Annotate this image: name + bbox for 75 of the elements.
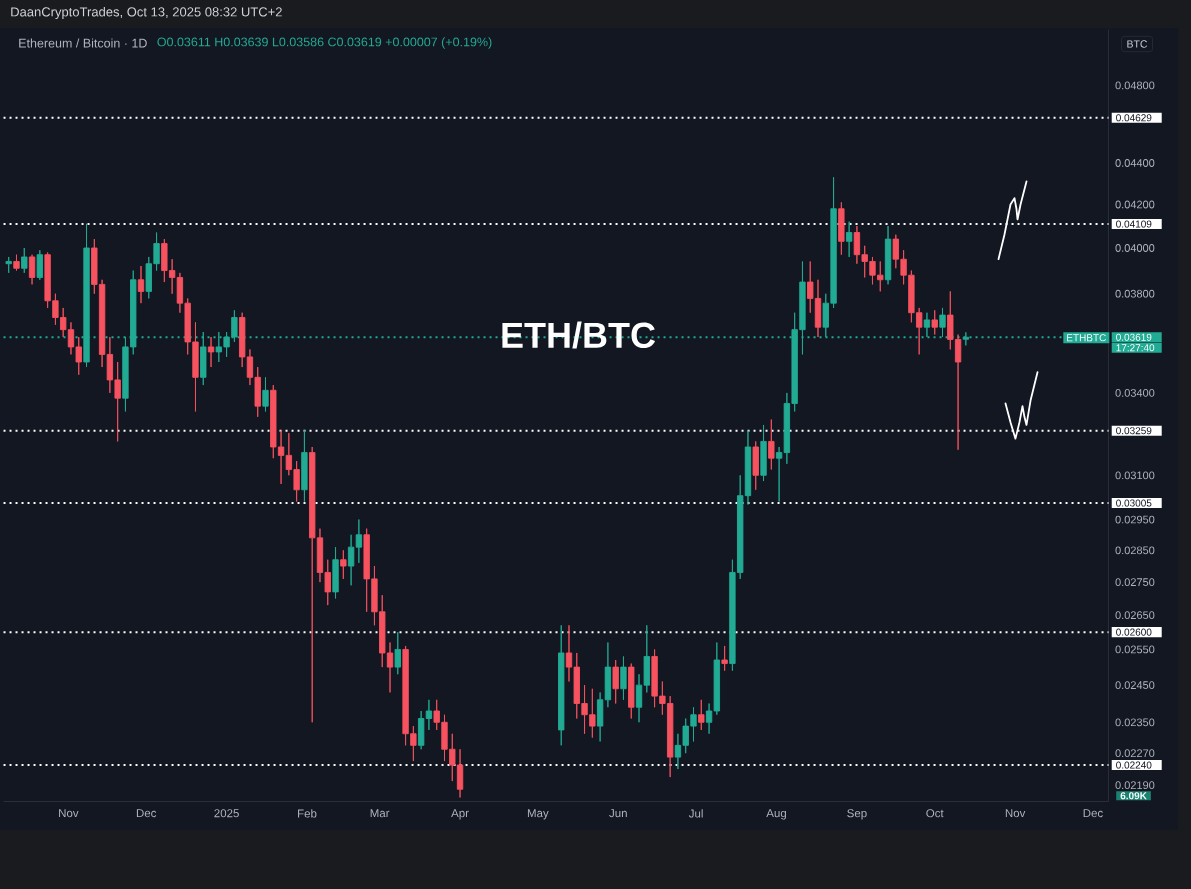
ref-line-label: 0.03619 bbox=[1116, 333, 1152, 341]
x-tick-label: Aug bbox=[766, 809, 786, 820]
candlestick bbox=[620, 656, 627, 701]
text: 17:27:40 bbox=[1116, 344, 1155, 352]
candlestick bbox=[394, 631, 401, 675]
x-tick-label: Mar bbox=[370, 809, 390, 818]
y-tick-label: 0.02550 bbox=[1115, 645, 1155, 654]
candlestick bbox=[355, 519, 363, 564]
candlestick bbox=[612, 659, 619, 704]
y-tick-label: 0.02450 bbox=[1115, 681, 1155, 690]
ref-line-label: 0.03005 bbox=[1116, 499, 1152, 507]
ref-line-label: 0.04109 bbox=[1116, 220, 1152, 228]
y-tick-label: 0.02650 bbox=[1115, 611, 1155, 620]
ref-line-label: 0.04629 bbox=[1116, 114, 1152, 122]
candlestick bbox=[721, 645, 728, 672]
candlestick bbox=[760, 424, 767, 482]
candlestick bbox=[5, 256, 12, 274]
y-tick-label: 0.04800 bbox=[1115, 81, 1155, 90]
y-tick-label: 0.02270 bbox=[1115, 749, 1155, 758]
y-tick-label: 0.03400 bbox=[1115, 389, 1155, 397]
candlestick bbox=[884, 225, 892, 285]
y-tick-label: 0.02750 bbox=[1115, 578, 1155, 587]
text: 6.09K bbox=[1120, 792, 1147, 800]
candlestick bbox=[698, 699, 705, 731]
candlestick bbox=[21, 247, 28, 274]
candlestick bbox=[207, 336, 215, 368]
x-tick-label: May bbox=[527, 809, 549, 820]
x-tick-label: Oct bbox=[926, 809, 944, 818]
y-tick-label: 0.02950 bbox=[1115, 515, 1155, 524]
candlestick bbox=[332, 546, 339, 599]
candlestick bbox=[838, 201, 845, 256]
y-tick-label: 0.02350 bbox=[1115, 718, 1155, 727]
x-tick-label: Sep bbox=[847, 809, 867, 820]
candlestick bbox=[768, 419, 775, 470]
candlestick bbox=[752, 440, 759, 491]
y-tick-label: 0.04400 bbox=[1115, 159, 1155, 167]
text: Ethereum / Bitcoin · 1D bbox=[19, 38, 147, 48]
candlestick bbox=[347, 534, 355, 586]
candlestick bbox=[558, 624, 565, 746]
candlestick bbox=[301, 429, 308, 503]
y-tick-label: 0.03800 bbox=[1115, 289, 1155, 298]
x-tick-label: Dec bbox=[136, 809, 157, 818]
x-tick-label: Feb bbox=[298, 809, 317, 818]
candlestick bbox=[596, 691, 604, 742]
candlestick bbox=[340, 549, 347, 580]
candlestick bbox=[13, 254, 20, 272]
y-tick-label: 0.02850 bbox=[1115, 546, 1155, 555]
y-tick-label: 0.02190 bbox=[1115, 781, 1155, 790]
x-tick-label: Dec bbox=[1083, 809, 1103, 818]
ref-line-label: 0.02240 bbox=[1116, 761, 1152, 769]
candlestick bbox=[628, 663, 635, 719]
candlestick bbox=[137, 265, 145, 304]
annotation: ETHBTC bbox=[1067, 334, 1106, 342]
x-tick-label: Jun bbox=[609, 809, 627, 818]
ref-line-label: 0.03259 bbox=[1116, 427, 1152, 435]
candlestick bbox=[36, 249, 44, 281]
candlestick bbox=[931, 309, 938, 335]
y-tick-label: 0.04200 bbox=[1115, 200, 1155, 209]
candlestick bbox=[28, 254, 36, 285]
candlestick bbox=[262, 376, 269, 412]
y-tick-label: 0.03100 bbox=[1115, 471, 1155, 480]
y-tick-label: 0.04000 bbox=[1115, 244, 1155, 252]
candlestick bbox=[604, 642, 612, 708]
annotation: O0.03611 H0.03639 L0.03586 C0.03619 +0.00007 (+0.19%) bbox=[157, 37, 492, 49]
x-tick-label: 2025 bbox=[214, 809, 239, 818]
x-tick-label: Apr bbox=[451, 809, 469, 820]
annotation: ETH/BTC bbox=[502, 321, 656, 349]
text: BTC bbox=[1127, 40, 1148, 48]
candlestick bbox=[775, 446, 783, 503]
ref-line-label: 0.02600 bbox=[1116, 628, 1152, 636]
x-tick-label: Nov bbox=[1005, 809, 1026, 818]
candlestick bbox=[845, 221, 853, 258]
chart-subtitle: DaanCryptoTrades, Oct 13, 2025 08:32 UTC+2 bbox=[11, 6, 282, 20]
x-tick-label: Jul bbox=[688, 809, 703, 818]
x-tick-label: Nov bbox=[59, 809, 79, 818]
